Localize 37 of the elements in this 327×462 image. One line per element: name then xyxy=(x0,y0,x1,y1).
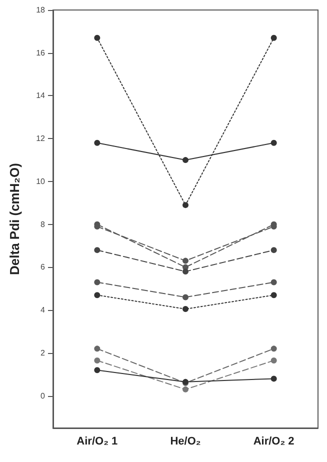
point xyxy=(270,357,277,364)
x-tick-label: Air/O₂ 1 xyxy=(76,436,118,448)
point xyxy=(94,140,100,146)
point xyxy=(94,279,100,286)
point xyxy=(94,247,100,254)
point xyxy=(94,357,100,364)
y-tick-label: 16 xyxy=(36,48,46,58)
point xyxy=(182,386,188,392)
x-tick-label: He/O₂ xyxy=(170,436,201,448)
point xyxy=(94,292,100,298)
y-tick-label: 0 xyxy=(40,391,46,400)
point xyxy=(182,306,188,312)
point xyxy=(270,247,277,254)
y-tick-label: 18 xyxy=(36,6,46,14)
point xyxy=(94,346,100,352)
point xyxy=(182,202,188,208)
y-axis-title: Delta Pdi (cmH₂O) xyxy=(7,163,22,275)
y-tick-label: 2 xyxy=(40,348,46,358)
point xyxy=(182,258,188,264)
point xyxy=(270,376,277,382)
point xyxy=(182,157,188,164)
point xyxy=(270,346,277,352)
point xyxy=(182,294,188,300)
y-tick-label: 14 xyxy=(36,91,46,100)
point xyxy=(94,367,100,374)
point xyxy=(270,292,277,298)
point xyxy=(94,34,100,41)
point xyxy=(270,279,277,286)
y-tick-label: 10 xyxy=(36,176,46,186)
point xyxy=(270,34,277,41)
y-tick-label: 4 xyxy=(40,306,46,315)
y-tick-label: 6 xyxy=(40,262,46,272)
y-tick-label: 8 xyxy=(40,220,46,229)
x-tick-label: Air/O₂ 2 xyxy=(253,436,294,448)
y-tick-label: 12 xyxy=(36,134,46,144)
point xyxy=(270,140,277,146)
point xyxy=(182,268,188,275)
